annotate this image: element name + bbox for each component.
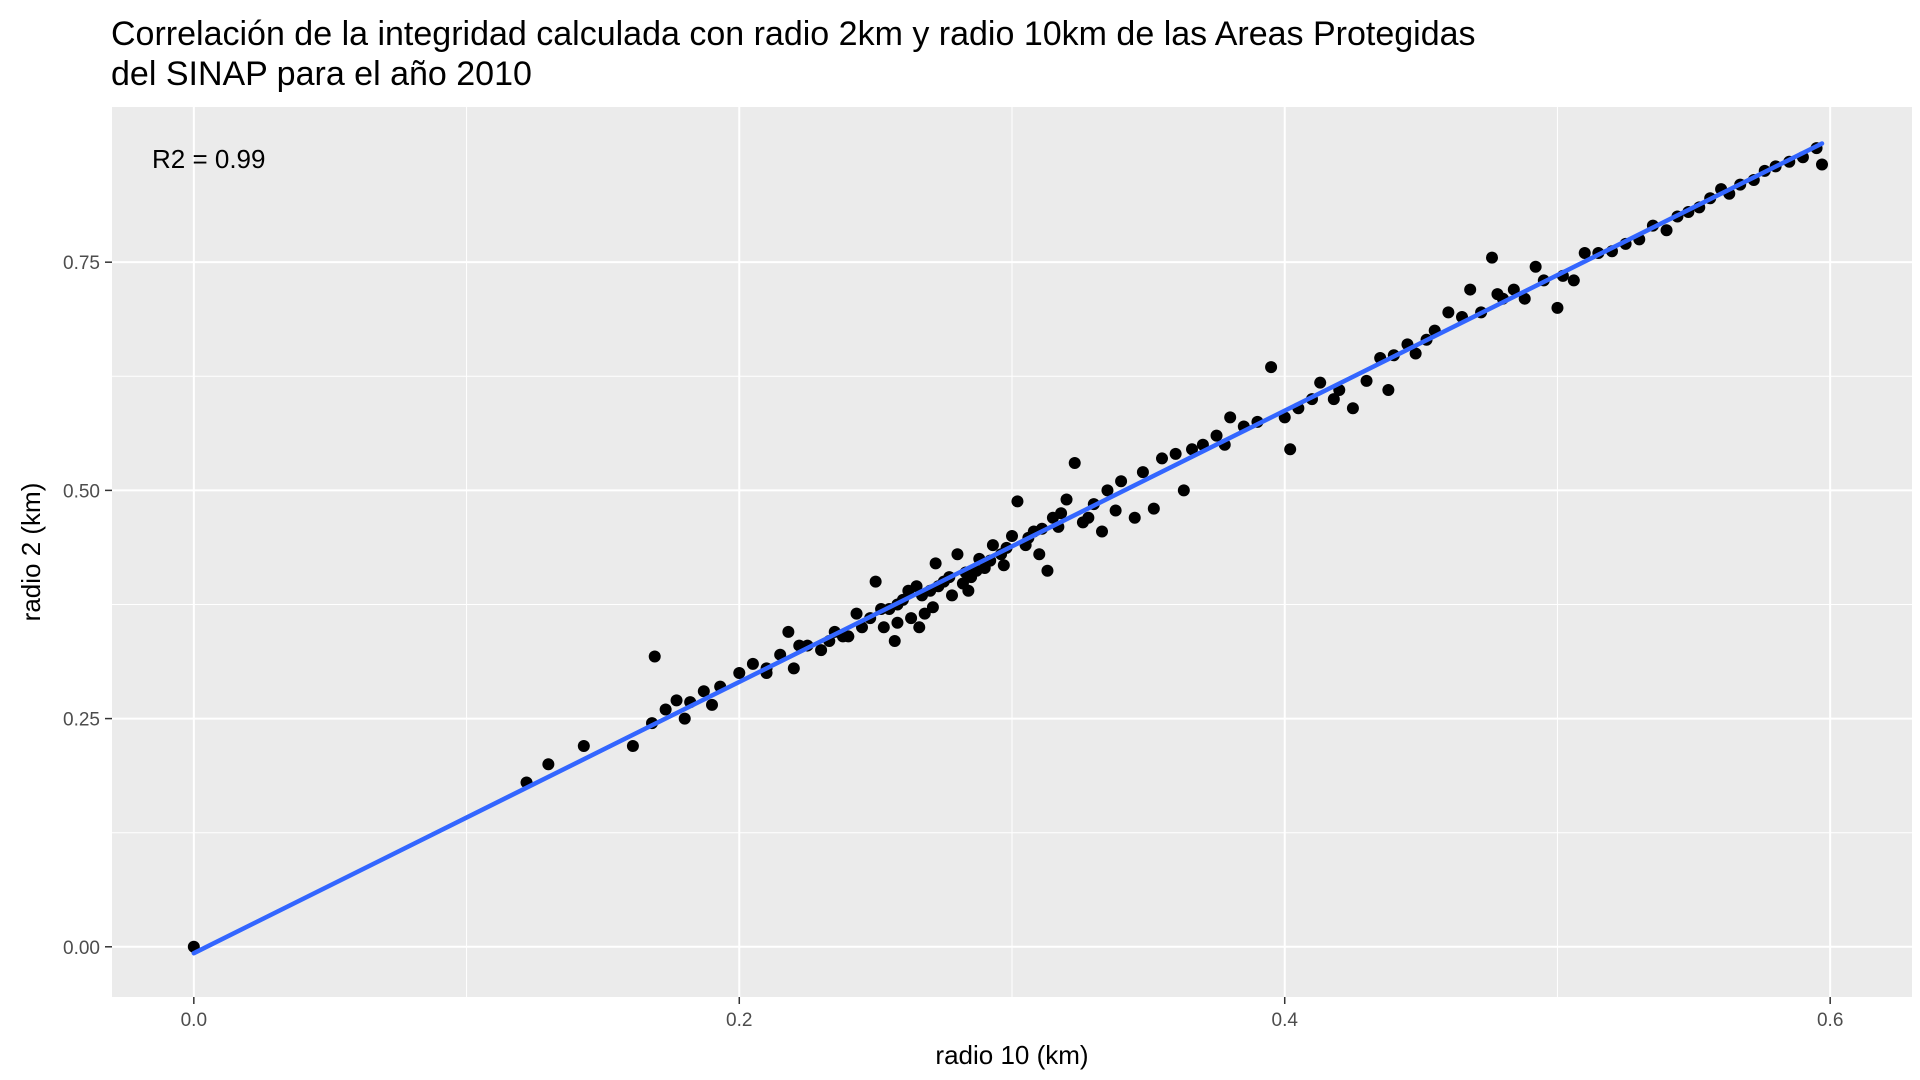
y-tick-label: 0.50 (63, 481, 100, 502)
data-point (1529, 260, 1542, 273)
r2-annotation: R2 = 0.99 (152, 144, 265, 174)
data-point (1816, 158, 1828, 171)
grid-major (112, 107, 1912, 997)
x-tick-label: 0.6 (1817, 1010, 1843, 1031)
x-axis-label: radio 10 (km) (935, 1040, 1088, 1070)
data-point (706, 698, 718, 711)
y-tick-label: 0.00 (63, 938, 100, 959)
x-tick-label: 0.2 (726, 1010, 752, 1031)
data-point (1567, 274, 1580, 287)
data-point (877, 621, 890, 634)
data-point (782, 625, 795, 638)
data-point (1327, 393, 1340, 406)
chart-title-line-2: del SINAP para el año 2010 (111, 55, 532, 93)
data-point (1507, 283, 1520, 296)
data-point (951, 548, 964, 561)
data-point (1409, 347, 1422, 360)
data-point (1346, 402, 1359, 415)
data-point (929, 557, 942, 570)
data-point (986, 539, 999, 552)
data-point (1464, 283, 1477, 296)
data-point (577, 739, 590, 752)
data-point (733, 666, 746, 679)
data-point (850, 607, 863, 620)
data-point (697, 685, 710, 698)
data-point (746, 657, 759, 670)
data-point (1314, 376, 1327, 389)
data-point (1578, 247, 1591, 260)
x-axis-ticks: 0.0 0.2 0.4 0.6 (181, 997, 1843, 1031)
data-point (659, 703, 672, 716)
data-point (815, 644, 828, 657)
x-tick-label: 0.4 (1272, 1010, 1299, 1031)
data-point (869, 575, 882, 588)
chart-title-line-1: Correlación de la integridad calculada c… (111, 15, 1476, 53)
data-point (1156, 452, 1168, 465)
data-point (1265, 361, 1278, 374)
data-point (1115, 475, 1128, 488)
data-point (1011, 495, 1024, 508)
data-point (891, 616, 904, 629)
data-point (1055, 507, 1068, 520)
data-point (626, 739, 639, 752)
data-point (1041, 564, 1054, 577)
data-point (1210, 429, 1223, 442)
data-point (926, 601, 939, 614)
data-point (1082, 511, 1095, 524)
y-axis-ticks: 0.00 0.25 0.50 0.75 (63, 253, 112, 959)
data-point (1006, 530, 1018, 543)
data-point (1551, 301, 1564, 314)
data-point (1147, 502, 1160, 515)
data-point (542, 758, 555, 771)
data-point (1136, 466, 1149, 479)
x-tick-label: 0.0 (181, 1010, 207, 1031)
data-point (1442, 306, 1455, 319)
data-point (1518, 292, 1531, 305)
data-point (946, 589, 958, 602)
grid-minor (112, 107, 1912, 997)
data-point (1224, 411, 1237, 424)
data-point (902, 584, 915, 597)
data-point (678, 712, 691, 725)
data-point (1128, 511, 1141, 524)
data-point (913, 621, 926, 634)
data-point (1060, 493, 1073, 506)
data-point (1284, 443, 1297, 456)
data-point (1660, 224, 1673, 237)
data-point (1177, 484, 1190, 497)
y-axis-label: radio 2 (km) (16, 483, 46, 622)
data-point (888, 635, 901, 647)
data-point (1186, 443, 1198, 456)
data-point (962, 584, 975, 597)
data-point (997, 559, 1010, 572)
data-point (1101, 484, 1114, 497)
data-point (918, 607, 931, 620)
data-point (787, 662, 800, 675)
data-point (1096, 525, 1108, 538)
data-point (648, 650, 661, 663)
data-point (1360, 374, 1373, 387)
y-tick-label: 0.25 (63, 710, 100, 731)
data-point (1033, 548, 1046, 561)
data-point (1382, 383, 1395, 396)
y-tick-label: 0.75 (63, 253, 100, 274)
data-point (1169, 447, 1182, 460)
chart-title: Correlación de la integridad calculada c… (111, 14, 1476, 94)
data-point (905, 612, 918, 625)
data-point (1068, 457, 1081, 469)
data-point (1109, 504, 1122, 517)
fit-line (191, 141, 1825, 956)
data-point (1486, 251, 1498, 264)
data-point (670, 694, 683, 707)
